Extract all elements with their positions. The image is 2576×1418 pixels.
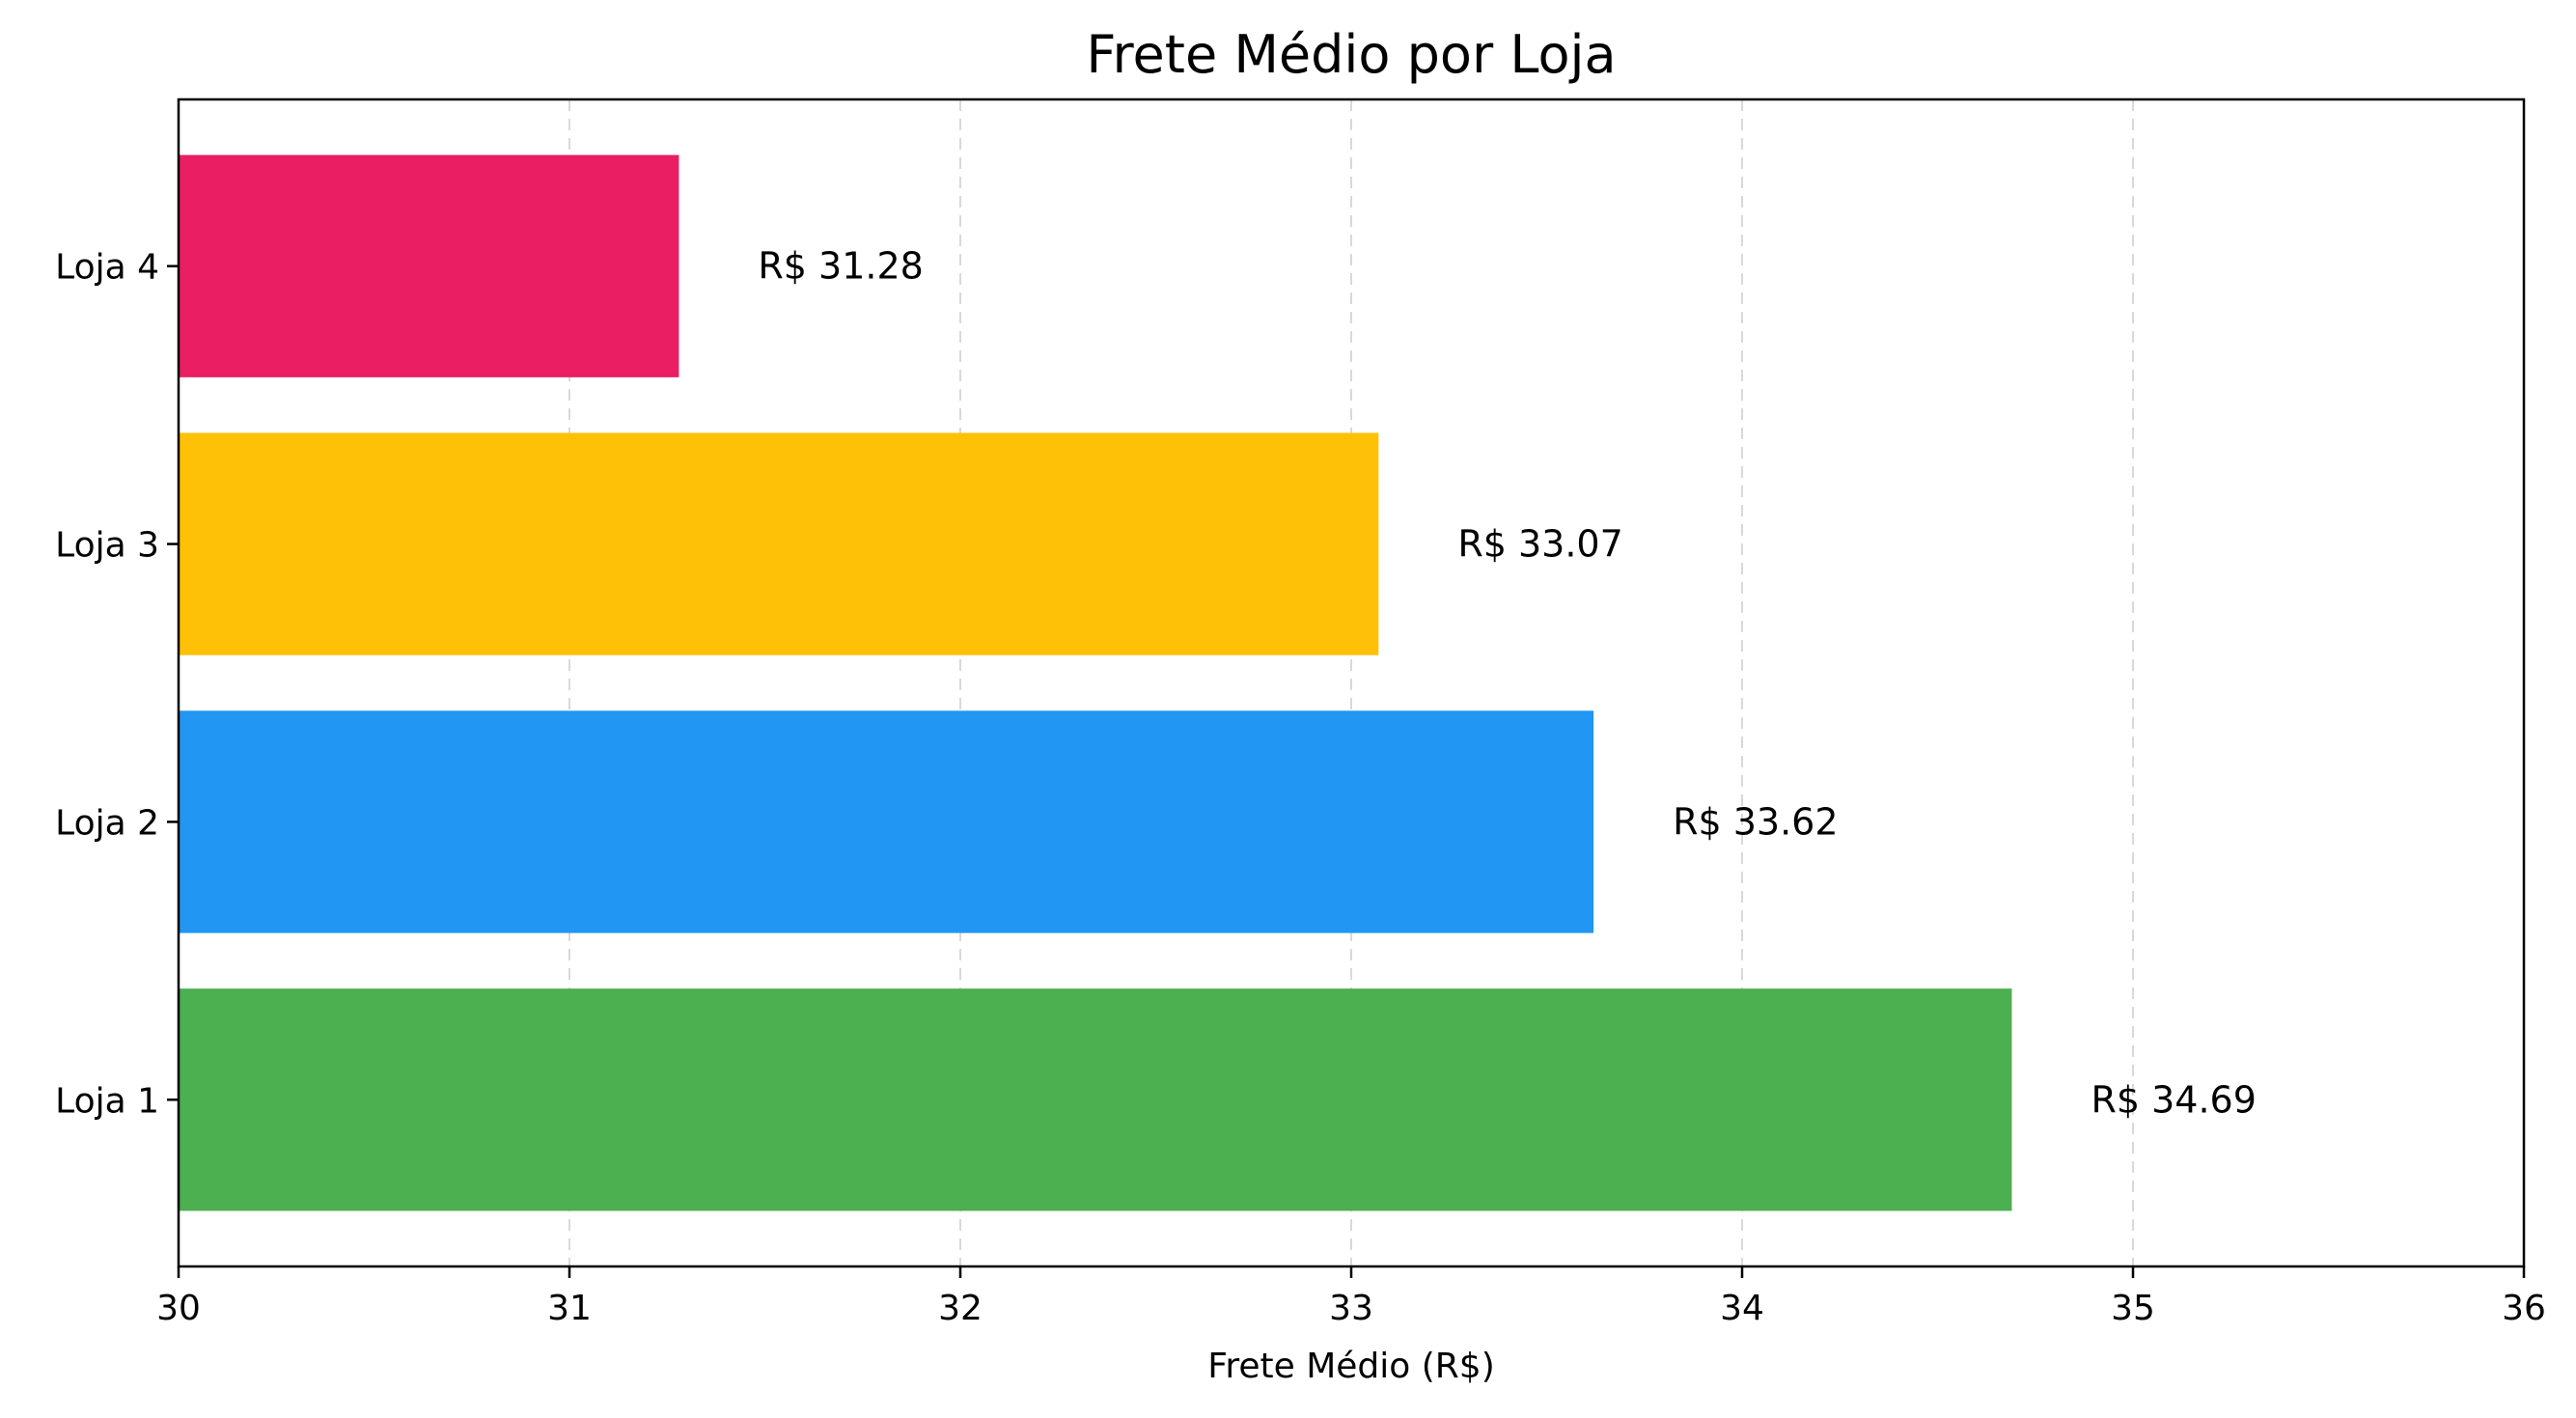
bar-loja-3 bbox=[179, 432, 1379, 655]
data-label: R$ 34.69 bbox=[2091, 1078, 2256, 1121]
bar-loja-4 bbox=[179, 154, 679, 377]
y-axis: Loja 1 Loja 2 Loja 3 Loja 4 bbox=[55, 248, 179, 1121]
data-label: R$ 33.07 bbox=[1457, 523, 1622, 566]
x-tick-label: 30 bbox=[156, 1289, 201, 1328]
x-tick-label: 33 bbox=[1329, 1289, 1373, 1328]
x-tick-label: 35 bbox=[2111, 1289, 2155, 1328]
x-axis-label: Frete Médio (R$) bbox=[1207, 1347, 1495, 1386]
x-tick-label: 32 bbox=[938, 1289, 983, 1328]
data-labels: R$ 34.69 R$ 33.62 R$ 33.07 R$ 31.28 bbox=[758, 245, 2257, 1122]
x-tick-label: 36 bbox=[2502, 1289, 2546, 1328]
data-label: R$ 31.28 bbox=[758, 245, 923, 288]
x-tick-label: 31 bbox=[547, 1289, 592, 1328]
x-axis: 30 31 32 33 34 35 36 bbox=[156, 1266, 2546, 1328]
y-tick-label: Loja 3 bbox=[55, 526, 159, 566]
y-tick-label: Loja 2 bbox=[55, 803, 159, 843]
bar-loja-1 bbox=[179, 988, 2012, 1211]
y-tick-label: Loja 4 bbox=[55, 248, 159, 288]
chart-title: Frete Médio por Loja bbox=[1086, 24, 1616, 85]
x-tick-label: 34 bbox=[1720, 1289, 1764, 1328]
bar-loja-2 bbox=[179, 710, 1594, 933]
y-tick-label: Loja 1 bbox=[55, 1081, 159, 1121]
data-label: R$ 33.62 bbox=[1673, 800, 1838, 843]
bars bbox=[179, 154, 2012, 1211]
